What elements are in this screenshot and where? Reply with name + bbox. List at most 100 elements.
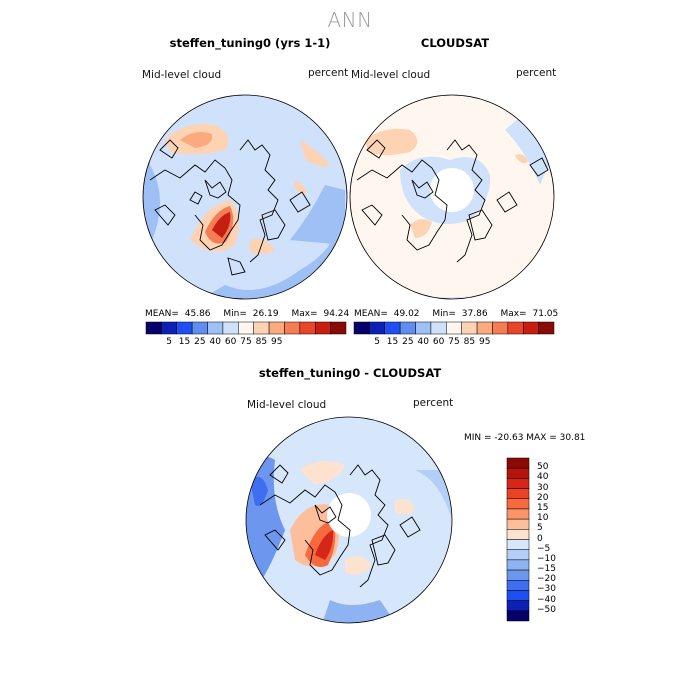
obs-coastline-7 (361, 204, 383, 226)
model-colorbar-tick-label: 85 (255, 337, 268, 347)
model-stats: MEAN= 45.86 Min= 26.19 Max= 94.24 (145, 309, 349, 319)
diff-colorbar-tick-label: 15 (537, 502, 549, 513)
diff-colorbar-tick-label: 30 (537, 482, 549, 493)
obs-colorbar-tick-label: 15 (386, 337, 399, 347)
obs-coastline-5 (366, 139, 386, 159)
model-field-low-east (290, 185, 345, 245)
model-colorbar-cell (161, 321, 178, 335)
diff-colorbar-tick-label: −15 (537, 564, 556, 575)
model-min-label: Min= (223, 309, 247, 319)
model-coastline-7 (289, 191, 311, 213)
model-colorbar-cell (176, 321, 193, 335)
model-panel-title: steffen_tuning0 (yrs 1-1) (169, 36, 331, 50)
obs-map-border (349, 94, 555, 300)
obs-colorbar-cell (507, 321, 524, 335)
diff-colorbar-cell (506, 467, 530, 479)
obs-min-label: Min= (432, 309, 456, 319)
diff-coastline-1 (259, 484, 351, 576)
obs-coastline-3 (446, 139, 486, 263)
diff-field-max-greenland (315, 530, 334, 560)
obs-mean-label: MEAN= (354, 309, 388, 319)
model-colorbar (145, 321, 347, 335)
model-colorbar-tick-label: 75 (240, 337, 252, 347)
obs-max-label: Max= (500, 309, 527, 319)
model-colorbar-cell (238, 321, 254, 335)
model-field-max-greenland (212, 212, 231, 238)
obs-colorbar-cell (446, 321, 462, 335)
obs-stats: MEAN= 49.02 Min= 37.86 Max= 71.05 (354, 309, 558, 319)
diff-colorbar-cell (506, 478, 530, 489)
obs-field-mid-greenland (410, 219, 432, 238)
model-colorbar-cell (330, 321, 347, 335)
diff-colorbar-cell (506, 600, 530, 612)
diff-colorbar-tick-label: 10 (537, 513, 549, 524)
obs-polar-map (349, 94, 555, 300)
diff-coastline-6 (399, 516, 421, 538)
main-title: ANN (327, 8, 373, 32)
diff-field-pos-east (395, 498, 415, 515)
obs-units-label: percent (516, 67, 557, 79)
diff-field-pos-atlantic (345, 556, 372, 575)
obs-colorbar-tick-label: 25 (402, 337, 414, 347)
model-max-value: 94.24 (323, 309, 350, 319)
diff-units-label: percent (413, 397, 454, 409)
obs-coastline-6 (496, 191, 518, 213)
model-mean-label: MEAN= (145, 309, 179, 319)
diff-variable-label: Mid-level cloud (247, 399, 327, 411)
diff-coastline-3 (349, 464, 389, 588)
model-coastline-9 (227, 257, 246, 276)
obs-panel-title: CLOUDSAT (420, 36, 490, 50)
obs-variable-label: Mid-level cloud (351, 69, 431, 81)
diff-colorbar-cell (506, 529, 530, 540)
diff-coastline-7 (264, 529, 286, 551)
diff-colorbar-tick-label: −50 (537, 604, 556, 615)
model-field-high-north (180, 132, 213, 148)
model-field-mid-ne (300, 140, 330, 167)
diff-missing-pole (327, 493, 371, 537)
diff-colorbar-tick-label: 0 (537, 533, 543, 544)
model-colorbar-tick-label: 15 (178, 337, 191, 347)
obs-field-mid-ne (515, 154, 528, 164)
diff-stats: MIN = -20.63 MAX = 30.81 (464, 433, 586, 443)
diff-colorbar-cell (506, 539, 530, 550)
diff-colorbar-cell (506, 488, 530, 499)
obs-colorbar-cell (492, 321, 509, 335)
diff-map-border (245, 416, 453, 624)
model-coastline-6 (159, 139, 179, 159)
diff-colorbar-cell (506, 549, 530, 561)
obs-max-value: 71.05 (532, 309, 559, 319)
model-coastline-8 (154, 204, 176, 226)
obs-colorbar-cell (538, 321, 555, 335)
diff-colorbar-tick-label: −5 (537, 543, 551, 554)
obs-coastline-1 (356, 159, 448, 251)
diff-colorbar-tick-label: −30 (537, 584, 556, 595)
diff-field-pos-north (300, 461, 345, 485)
obs-colorbar-cell (476, 321, 493, 335)
diff-polar-map (245, 416, 453, 624)
diff-colorbar-cell (506, 580, 530, 591)
diff-colorbar-tick-label: 40 (537, 472, 549, 483)
obs-colorbar-tick-label: 75 (448, 337, 460, 347)
model-max-label: Max= (291, 309, 318, 319)
model-colorbar-cell (253, 321, 270, 335)
model-colorbar-cell (145, 321, 162, 335)
obs-colorbar-cell (369, 321, 386, 335)
model-coastline-3 (189, 191, 203, 205)
model-coastline-5 (261, 209, 286, 241)
model-colorbar-cell (299, 321, 316, 335)
obs-colorbar-cell (522, 321, 539, 335)
obs-min-value: 37.86 (461, 309, 488, 319)
diff-coastline-4 (371, 534, 396, 566)
model-colorbar-tick-label: 5 (166, 337, 172, 347)
obs-coastline-4 (468, 209, 493, 241)
obs-coastline-2 (411, 179, 434, 199)
model-coastline-2 (204, 179, 227, 199)
diff-colorbar-tick-label: 50 (537, 462, 549, 473)
obs-colorbar-cell (430, 321, 447, 335)
model-mean-value: 45.86 (184, 309, 211, 319)
model-colorbar-cell (314, 321, 331, 335)
obs-colorbar-cell (399, 321, 416, 335)
model-map-border (142, 94, 348, 300)
obs-colorbar-cell (353, 321, 370, 335)
diff-colorbar-cell (506, 498, 530, 510)
